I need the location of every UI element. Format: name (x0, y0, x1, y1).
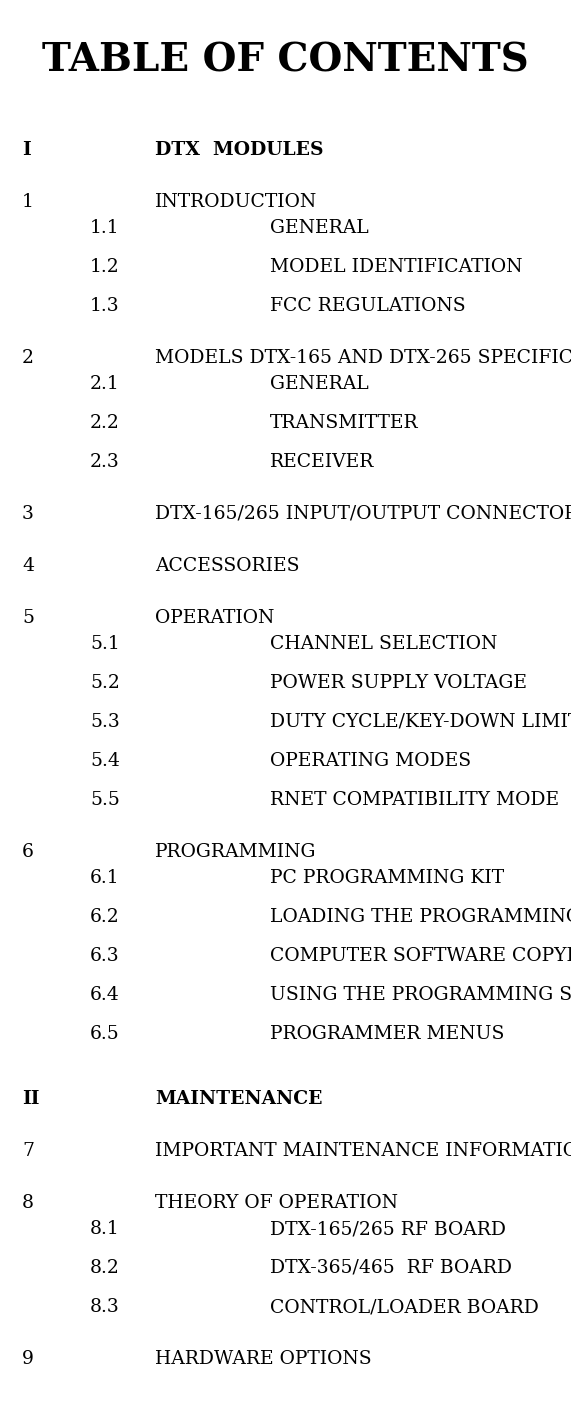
Text: OPERATING MODES: OPERATING MODES (270, 752, 471, 769)
Text: 8.1: 8.1 (90, 1220, 120, 1239)
Text: 1.1: 1.1 (90, 219, 120, 237)
Text: 8: 8 (22, 1194, 34, 1212)
Text: DTX  MODULES: DTX MODULES (155, 141, 324, 159)
Text: 9: 9 (22, 1349, 34, 1368)
Text: 2.1: 2.1 (90, 375, 120, 392)
Text: I: I (22, 141, 31, 159)
Text: TABLE OF CONTENTS: TABLE OF CONTENTS (42, 43, 529, 80)
Text: 2.3: 2.3 (90, 454, 120, 471)
Text: 7: 7 (22, 1142, 34, 1160)
Text: 1.2: 1.2 (90, 257, 120, 276)
Text: CONTROL/LOADER BOARD: CONTROL/LOADER BOARD (270, 1298, 539, 1315)
Text: IMPORTANT MAINTENANCE INFORMATION: IMPORTANT MAINTENANCE INFORMATION (155, 1142, 571, 1160)
Text: 5.1: 5.1 (90, 636, 120, 653)
Text: 5.5: 5.5 (90, 791, 120, 809)
Text: 6.2: 6.2 (90, 909, 120, 926)
Text: USING THE PROGRAMMING SOFTWARE: USING THE PROGRAMMING SOFTWARE (270, 985, 571, 1004)
Text: MODEL IDENTIFICATION: MODEL IDENTIFICATION (270, 257, 522, 276)
Text: CHANNEL SELECTION: CHANNEL SELECTION (270, 636, 497, 653)
Text: 6.4: 6.4 (90, 985, 120, 1004)
Text: THEORY OF OPERATION: THEORY OF OPERATION (155, 1194, 398, 1212)
Text: GENERAL: GENERAL (270, 219, 369, 237)
Text: RECEIVER: RECEIVER (270, 454, 375, 471)
Text: PROGRAMMING: PROGRAMMING (155, 843, 316, 860)
Text: 3: 3 (22, 505, 34, 523)
Text: LOADING THE PROGRAMMING SOFTWARE: LOADING THE PROGRAMMING SOFTWARE (270, 909, 571, 926)
Text: 5.4: 5.4 (90, 752, 120, 769)
Text: 6.1: 6.1 (90, 869, 120, 887)
Text: 8.3: 8.3 (90, 1298, 120, 1315)
Text: 8.2: 8.2 (90, 1258, 120, 1277)
Text: COMPUTER SOFTWARE COPYRIGHTS: COMPUTER SOFTWARE COPYRIGHTS (270, 947, 571, 966)
Text: 6.3: 6.3 (90, 947, 120, 966)
Text: 1: 1 (22, 193, 34, 210)
Text: DTX-165/265 INPUT/OUTPUT CONNECTOR: DTX-165/265 INPUT/OUTPUT CONNECTOR (155, 505, 571, 523)
Text: MAINTENANCE: MAINTENANCE (155, 1091, 323, 1108)
Text: POWER SUPPLY VOLTAGE: POWER SUPPLY VOLTAGE (270, 674, 527, 693)
Text: DTX-365/465  RF BOARD: DTX-365/465 RF BOARD (270, 1258, 512, 1277)
Text: MODELS DTX-165 AND DTX-265 SPECIFICATIONS: MODELS DTX-165 AND DTX-265 SPECIFICATION… (155, 348, 571, 367)
Text: 2.2: 2.2 (90, 414, 120, 432)
Text: PC PROGRAMMING KIT: PC PROGRAMMING KIT (270, 869, 504, 887)
Text: 4: 4 (22, 557, 34, 574)
Text: GENERAL: GENERAL (270, 375, 369, 392)
Text: II: II (22, 1091, 39, 1108)
Text: 5: 5 (22, 609, 34, 627)
Text: DTX-165/265 RF BOARD: DTX-165/265 RF BOARD (270, 1220, 506, 1239)
Text: 1.3: 1.3 (90, 297, 120, 316)
Text: 5.2: 5.2 (90, 674, 120, 693)
Text: OPERATION: OPERATION (155, 609, 275, 627)
Text: 6: 6 (22, 843, 34, 860)
Text: 5.3: 5.3 (90, 712, 120, 731)
Text: HARDWARE OPTIONS: HARDWARE OPTIONS (155, 1349, 372, 1368)
Text: 2: 2 (22, 348, 34, 367)
Text: TRANSMITTER: TRANSMITTER (270, 414, 419, 432)
Text: PROGRAMMER MENUS: PROGRAMMER MENUS (270, 1025, 504, 1042)
Text: FCC REGULATIONS: FCC REGULATIONS (270, 297, 465, 316)
Text: INTRODUCTION: INTRODUCTION (155, 193, 317, 210)
Text: DUTY CYCLE/KEY-DOWN LIMITATIONS: DUTY CYCLE/KEY-DOWN LIMITATIONS (270, 712, 571, 731)
Text: 6.5: 6.5 (90, 1025, 120, 1042)
Text: ACCESSORIES: ACCESSORIES (155, 557, 300, 574)
Text: RNET COMPATIBILITY MODE: RNET COMPATIBILITY MODE (270, 791, 559, 809)
